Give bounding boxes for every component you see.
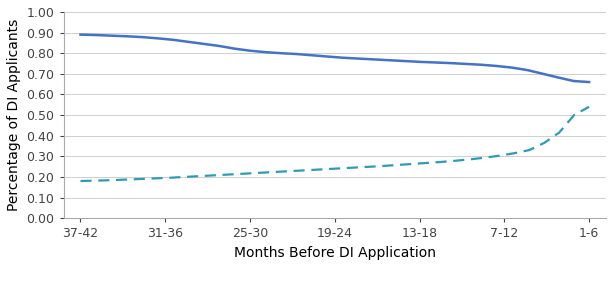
Any employment xyxy=(200,42,207,46)
Line: Without a job/not looking for work: Without a job/not looking for work xyxy=(80,107,589,181)
Line: Any employment: Any employment xyxy=(80,35,589,82)
Any employment xyxy=(508,66,516,69)
Without a job/not looking for work xyxy=(361,165,368,169)
Any employment xyxy=(277,52,284,55)
Without a job/not looking for work xyxy=(107,178,114,182)
Without a job/not looking for work xyxy=(286,169,294,173)
Any employment xyxy=(246,49,254,52)
Any employment xyxy=(416,60,423,64)
Without a job/not looking for work xyxy=(197,174,204,178)
Any employment xyxy=(185,40,192,44)
Without a job/not looking for work xyxy=(391,163,398,167)
Without a job/not looking for work xyxy=(77,179,84,183)
Any employment xyxy=(262,50,269,54)
Without a job/not looking for work xyxy=(301,168,308,172)
Any employment xyxy=(216,44,223,48)
Any employment xyxy=(108,34,115,38)
Without a job/not looking for work xyxy=(585,105,593,108)
Any employment xyxy=(339,56,346,60)
Any employment xyxy=(570,79,577,83)
Without a job/not looking for work xyxy=(406,162,413,166)
Without a job/not looking for work xyxy=(421,161,428,165)
Without a job/not looking for work xyxy=(555,131,563,135)
Without a job/not looking for work xyxy=(466,158,473,161)
Without a job/not looking for work xyxy=(92,179,99,182)
Without a job/not looking for work xyxy=(272,170,279,174)
Without a job/not looking for work xyxy=(181,175,189,179)
X-axis label: Months Before DI Application: Months Before DI Application xyxy=(234,246,436,260)
Any employment xyxy=(123,35,131,38)
Without a job/not looking for work xyxy=(525,148,533,152)
Any employment xyxy=(462,62,470,66)
Any employment xyxy=(231,47,238,51)
Any employment xyxy=(308,53,315,57)
Without a job/not looking for work xyxy=(436,160,443,164)
Any employment xyxy=(154,37,161,40)
Without a job/not looking for work xyxy=(167,176,174,180)
Without a job/not looking for work xyxy=(211,173,219,177)
Without a job/not looking for work xyxy=(451,159,458,163)
Y-axis label: Percentage of DI Applicants: Percentage of DI Applicants xyxy=(7,19,21,211)
Any employment xyxy=(524,68,531,72)
Any employment xyxy=(169,38,177,42)
Any employment xyxy=(92,33,99,37)
Without a job/not looking for work xyxy=(571,113,578,117)
Any employment xyxy=(324,55,331,58)
Without a job/not looking for work xyxy=(226,173,234,176)
Any employment xyxy=(585,80,593,84)
Without a job/not looking for work xyxy=(376,164,383,168)
Without a job/not looking for work xyxy=(316,168,324,171)
Without a job/not looking for work xyxy=(541,141,548,145)
Any employment xyxy=(385,58,392,62)
Any employment xyxy=(292,52,300,56)
Any employment xyxy=(493,64,500,68)
Any employment xyxy=(447,61,454,65)
Without a job/not looking for work xyxy=(256,171,264,175)
Without a job/not looking for work xyxy=(331,167,338,171)
Without a job/not looking for work xyxy=(496,154,503,158)
Any employment xyxy=(555,76,562,79)
Without a job/not looking for work xyxy=(122,178,129,181)
Any employment xyxy=(77,33,84,36)
Without a job/not looking for work xyxy=(151,177,159,180)
Without a job/not looking for work xyxy=(511,152,518,155)
Any employment xyxy=(139,35,146,39)
Any employment xyxy=(432,61,439,64)
Without a job/not looking for work xyxy=(242,172,249,175)
Any employment xyxy=(354,57,362,60)
Any employment xyxy=(539,72,547,76)
Without a job/not looking for work xyxy=(346,166,354,170)
Without a job/not looking for work xyxy=(481,156,488,160)
Any employment xyxy=(400,59,408,63)
Any employment xyxy=(478,63,485,67)
Without a job/not looking for work xyxy=(137,177,144,181)
Any employment xyxy=(370,58,377,61)
